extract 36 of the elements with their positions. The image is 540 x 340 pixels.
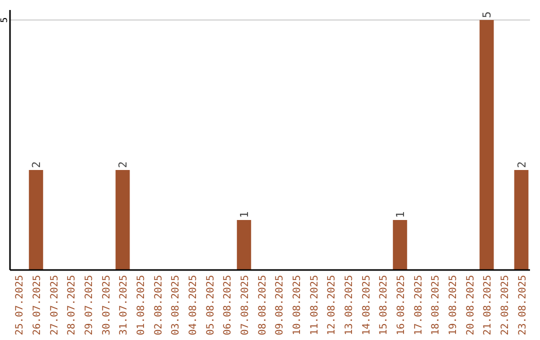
x-tick-label: 31.07.2025 [118,275,130,336]
x-tick-label: 16.08.2025 [396,275,407,336]
x-tick-label: 28.07.2025 [66,275,78,336]
x-tick-label: 18.08.2025 [430,275,442,336]
x-tick-label: 10.08.2025 [292,275,303,336]
x-tick-label: 09.08.2025 [274,275,286,336]
x-tick-label: 03.08.2025 [170,275,182,336]
x-tick-label: 20.08.2025 [465,275,476,336]
x-tick-label: 30.07.2025 [101,275,112,336]
x-tick-label: 04.08.2025 [188,275,199,336]
x-tick-label: 12.08.2025 [326,275,338,336]
x-tick-label: 01.08.2025 [136,275,147,336]
x-tick-label: 13.08.2025 [344,275,355,336]
x-tick-label: 27.07.2025 [49,275,60,336]
data-label: 2 [515,161,528,168]
x-tick-label: 19.08.2025 [448,275,459,336]
data-label: 2 [30,161,43,168]
x-tick-label: 02.08.2025 [153,275,164,336]
data-label: 2 [116,161,130,168]
x-tick-label: 29.07.2025 [84,275,95,336]
x-tick-label: 23.08.2025 [517,275,528,336]
x-tick-label: 17.08.2025 [413,275,424,336]
x-tick-label: 14.08.2025 [361,275,372,336]
x-tick-label: 15.08.2025 [378,275,390,336]
data-label: 1 [238,211,251,218]
x-tick-label: 05.08.2025 [205,275,216,336]
x-tick-label: 06.08.2025 [222,275,234,336]
x-tick-label: 25.07.2025 [14,275,26,336]
x-tick-label: 21.08.2025 [482,275,494,336]
x-tick-label: 07.08.2025 [240,275,251,336]
data-label: 1 [394,211,407,218]
data-label: 5 [480,11,494,18]
x-tick-label: 22.08.2025 [500,275,511,336]
x-tick-label: 11.08.2025 [309,275,320,336]
x-tick-label: 08.08.2025 [257,275,268,336]
x-tick-label: 26.07.2025 [32,275,43,336]
